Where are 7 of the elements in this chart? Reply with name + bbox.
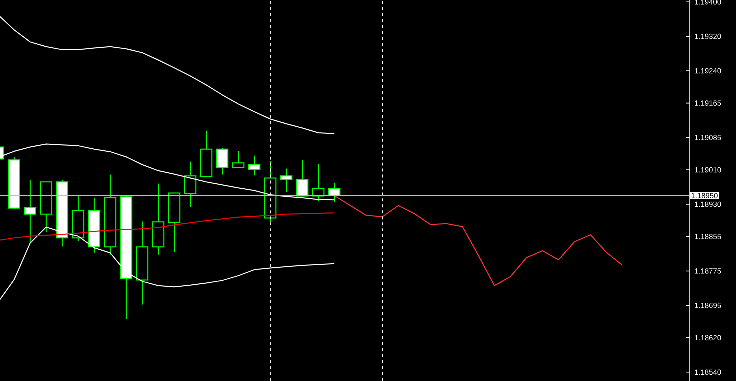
candlestick (216, 148, 229, 176)
candlestick (280, 168, 293, 193)
candlestick (232, 150, 245, 168)
candlestick (184, 161, 197, 208)
candlestick (296, 160, 309, 197)
candlestick (248, 155, 261, 176)
candlestick (312, 164, 325, 202)
